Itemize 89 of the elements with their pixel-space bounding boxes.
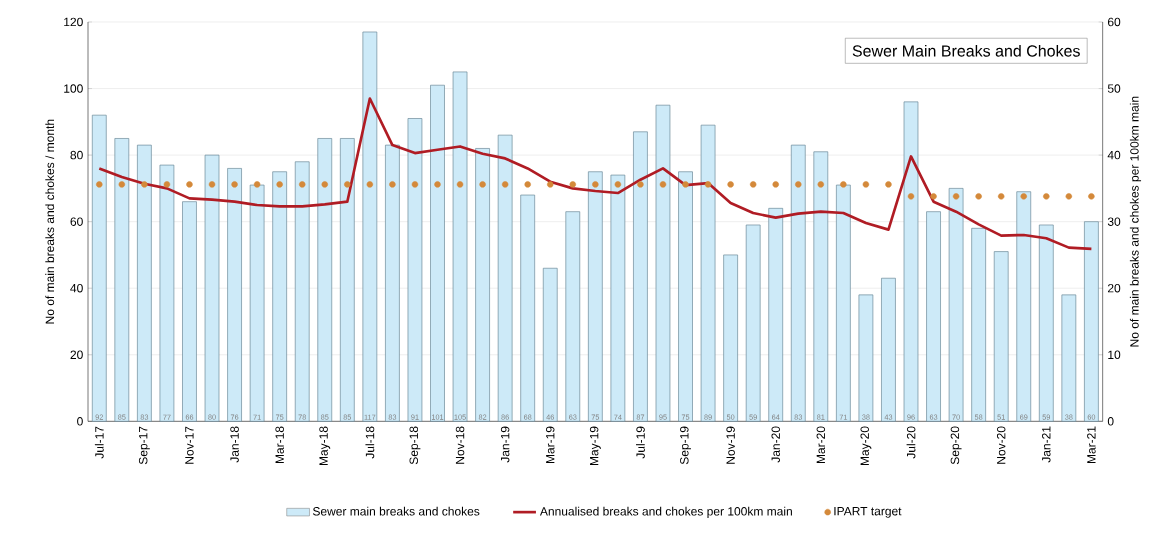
- x-tick-label: Jul-19: [636, 426, 645, 459]
- y-tick-label: 60: [70, 217, 83, 226]
- x-tick-label: Jul-20: [906, 426, 916, 459]
- x-tick-label: Jul-17: [94, 426, 104, 459]
- text: Sewer Main Breaks and Chokes: [852, 44, 1080, 57]
- bar: [993, 251, 1009, 422]
- x-tick-label: Mar-19: [545, 426, 555, 464]
- y2-tick-label: 40: [1107, 150, 1121, 160]
- bar: [430, 84, 445, 422]
- x-tick-label: Nov-20: [996, 426, 1006, 464]
- y2-tick-label: 20: [1107, 283, 1121, 293]
- y-tick-label: 80: [70, 150, 83, 160]
- bar: [790, 144, 806, 422]
- y2-tick-label: 30: [1107, 217, 1121, 226]
- legend-label: Annualised breaks and chokes per 100km main: [539, 506, 792, 518]
- x-tick-label: Mar-20: [816, 426, 826, 464]
- y-tick-label: 0: [77, 417, 83, 426]
- bar: [1016, 191, 1032, 422]
- bar: [227, 168, 242, 422]
- bar: [542, 267, 558, 422]
- x-tick-label: Sep-19: [680, 426, 691, 465]
- legend-label: IPART target: [834, 507, 902, 518]
- x-tick-label: Sep-20: [950, 426, 962, 465]
- y-tick-label: 40: [70, 283, 83, 293]
- bar: [159, 164, 175, 422]
- bar: [610, 174, 626, 422]
- x-tick-label: May-20: [860, 426, 872, 466]
- bar: [91, 114, 107, 422]
- x-tick-label: Jan-19: [500, 426, 510, 463]
- bar: [520, 194, 536, 422]
- bar: [881, 277, 896, 422]
- y-tick-label: 20: [70, 350, 83, 360]
- bar: [948, 188, 964, 422]
- bar: [768, 208, 784, 422]
- bar: [836, 184, 851, 422]
- legend-label: Sewer main breaks and chokes: [312, 506, 480, 516]
- bar: [339, 138, 355, 422]
- x-tick-label: May-18: [319, 426, 331, 466]
- x-tick-label: Mar-18: [275, 426, 284, 464]
- y-tick-label: 120: [64, 17, 83, 27]
- y2-axis-title: No of main breaks and chokes per 100km main: [1129, 96, 1142, 347]
- bar: [204, 154, 220, 422]
- x-tick-label: Nov-18: [455, 426, 465, 464]
- x-tick-label: Jan-18: [230, 426, 239, 463]
- bar: [565, 211, 581, 422]
- bar: [182, 201, 197, 422]
- bar: [385, 144, 400, 422]
- bar: [407, 118, 423, 422]
- bar: [700, 124, 716, 422]
- bar: [1084, 221, 1099, 422]
- bar: [678, 171, 693, 422]
- bar: [1038, 224, 1054, 422]
- bar: [858, 294, 874, 422]
- bar: [723, 254, 738, 422]
- y2-tick-label: 50: [1107, 84, 1121, 93]
- x-tick-label: May-19: [589, 426, 601, 466]
- y-axis-title: No of main breaks and chokes / month: [45, 119, 55, 324]
- bar: [114, 138, 130, 422]
- bar: [475, 148, 490, 422]
- bar: [362, 31, 378, 422]
- y2-tick-label: 0: [1107, 417, 1114, 426]
- y2-tick-label: 10: [1108, 350, 1121, 360]
- x-tick-label: Jul-18: [365, 426, 375, 459]
- bar: [497, 134, 513, 422]
- bar: [317, 138, 333, 422]
- x-tick-label: Jan-21: [1042, 426, 1051, 463]
- x-tick-label: Sep-17: [138, 426, 150, 465]
- bar: [926, 211, 941, 422]
- bar: [655, 104, 671, 422]
- bar: [633, 131, 648, 422]
- x-tick-label: Nov-17: [185, 426, 194, 464]
- bar: [903, 101, 919, 422]
- bar: [745, 224, 761, 422]
- bar: [294, 161, 310, 422]
- y2-tick-label: 60: [1107, 17, 1121, 27]
- x-tick-label: Sep-18: [409, 426, 421, 465]
- x-tick-label: Nov-19: [726, 426, 735, 464]
- bar: [137, 144, 152, 422]
- bar: [249, 184, 265, 422]
- y-tick-label: 100: [64, 84, 83, 93]
- bar: [813, 151, 829, 422]
- bar: [588, 171, 603, 422]
- x-tick-label: Mar-21: [1087, 426, 1096, 464]
- bar: [971, 227, 986, 422]
- bar: [452, 71, 468, 422]
- bar: [272, 171, 287, 422]
- bar: [1061, 294, 1077, 422]
- x-tick-label: Jan-20: [771, 426, 780, 463]
- line-series: [97, 97, 1093, 251]
